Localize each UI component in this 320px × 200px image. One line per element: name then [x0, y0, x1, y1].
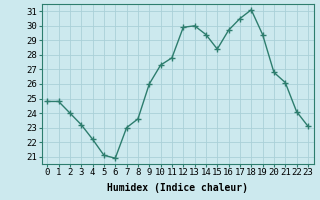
- X-axis label: Humidex (Indice chaleur): Humidex (Indice chaleur): [107, 183, 248, 193]
